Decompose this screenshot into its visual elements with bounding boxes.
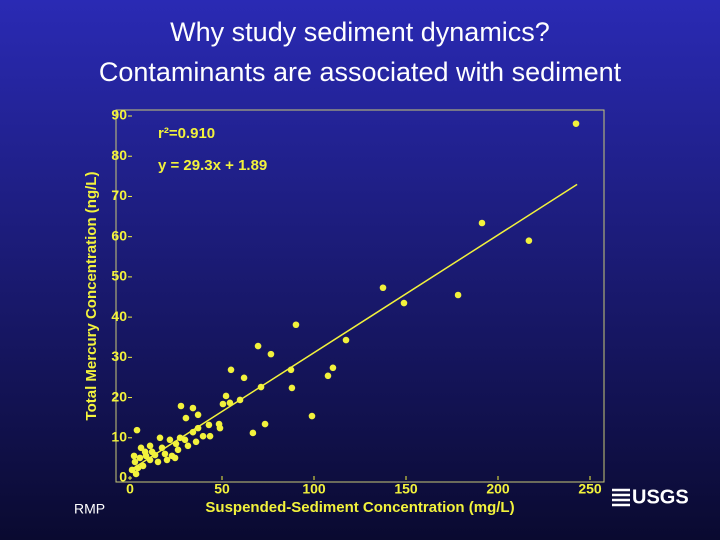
logo: USGS — [612, 486, 689, 508]
point — [137, 444, 145, 452]
point — [379, 284, 387, 292]
point — [172, 440, 180, 448]
point — [288, 384, 296, 392]
point — [171, 454, 179, 462]
point — [131, 458, 139, 466]
point — [181, 436, 189, 444]
y-tick-label: 0 — [119, 469, 127, 485]
point — [177, 402, 185, 410]
point — [292, 321, 300, 329]
y-tick-label: 70 — [111, 187, 127, 203]
y-tick-label: 30 — [111, 348, 127, 364]
point — [156, 434, 164, 442]
point — [176, 434, 184, 442]
point — [192, 438, 200, 446]
logo-text: USGS — [632, 486, 689, 508]
point — [226, 399, 234, 407]
point — [194, 411, 202, 419]
annotation: y = 29.3x + 1.89 — [158, 157, 267, 174]
x-tick-label: 0 — [126, 481, 134, 497]
point — [130, 452, 138, 460]
footer-text: RMP — [74, 501, 105, 517]
point — [222, 392, 230, 400]
y-tick-label: 10 — [111, 428, 127, 444]
y-tick-label: 80 — [111, 147, 127, 163]
point — [189, 404, 197, 412]
point — [206, 432, 214, 440]
point — [142, 452, 150, 460]
point — [166, 436, 174, 444]
point — [148, 448, 156, 456]
point — [261, 420, 269, 428]
point — [216, 424, 224, 432]
plot-frame — [115, 109, 605, 483]
point — [254, 342, 262, 350]
point — [240, 374, 248, 382]
point — [342, 336, 350, 344]
point — [134, 464, 142, 472]
point — [174, 446, 182, 454]
point — [184, 442, 192, 450]
point — [158, 444, 166, 452]
point — [146, 442, 154, 450]
logo-mark — [612, 488, 630, 507]
point — [133, 426, 141, 434]
point — [199, 432, 207, 440]
point — [400, 299, 408, 307]
point — [136, 454, 144, 462]
point — [139, 462, 147, 470]
point — [324, 372, 332, 380]
point — [128, 466, 136, 474]
title: Why study sediment dynamics? — [170, 17, 550, 47]
point — [194, 424, 202, 432]
point — [572, 120, 580, 127]
point — [257, 383, 265, 391]
annotation: r²=0.910 — [158, 125, 215, 142]
x-tick-label: 150 — [394, 481, 418, 497]
y-tick-label: 40 — [111, 308, 127, 324]
point — [478, 219, 486, 227]
y-tick-label: 90 — [111, 107, 127, 123]
y-tick-label: 60 — [111, 227, 127, 243]
point — [205, 421, 213, 429]
x-tick-label: 200 — [486, 481, 510, 497]
x-tick-label: 50 — [214, 481, 230, 497]
y-tick-label: 50 — [111, 268, 127, 284]
point — [525, 237, 533, 244]
point — [267, 350, 275, 358]
point — [154, 458, 162, 466]
point — [182, 414, 190, 422]
point — [287, 366, 295, 374]
trendline — [129, 183, 578, 471]
y-axis-label: Total Mercury Concentration (ng/L) — [83, 172, 100, 421]
point — [329, 364, 337, 372]
subtitle: Contaminants are associated with sedimen… — [99, 57, 622, 87]
point — [308, 412, 316, 420]
point — [161, 450, 169, 458]
x-axis-label: Suspended-Sediment Concentration (mg/L) — [205, 499, 514, 516]
point — [249, 429, 257, 437]
point — [227, 366, 235, 374]
y-tick-label: 20 — [111, 388, 127, 404]
point — [189, 428, 197, 436]
x-tick-label: 100 — [302, 481, 326, 497]
point — [163, 456, 171, 464]
x-tick-label: 250 — [578, 481, 602, 497]
point — [236, 396, 244, 404]
point — [132, 470, 140, 478]
point — [219, 400, 227, 408]
point — [454, 291, 462, 299]
point — [146, 456, 154, 464]
